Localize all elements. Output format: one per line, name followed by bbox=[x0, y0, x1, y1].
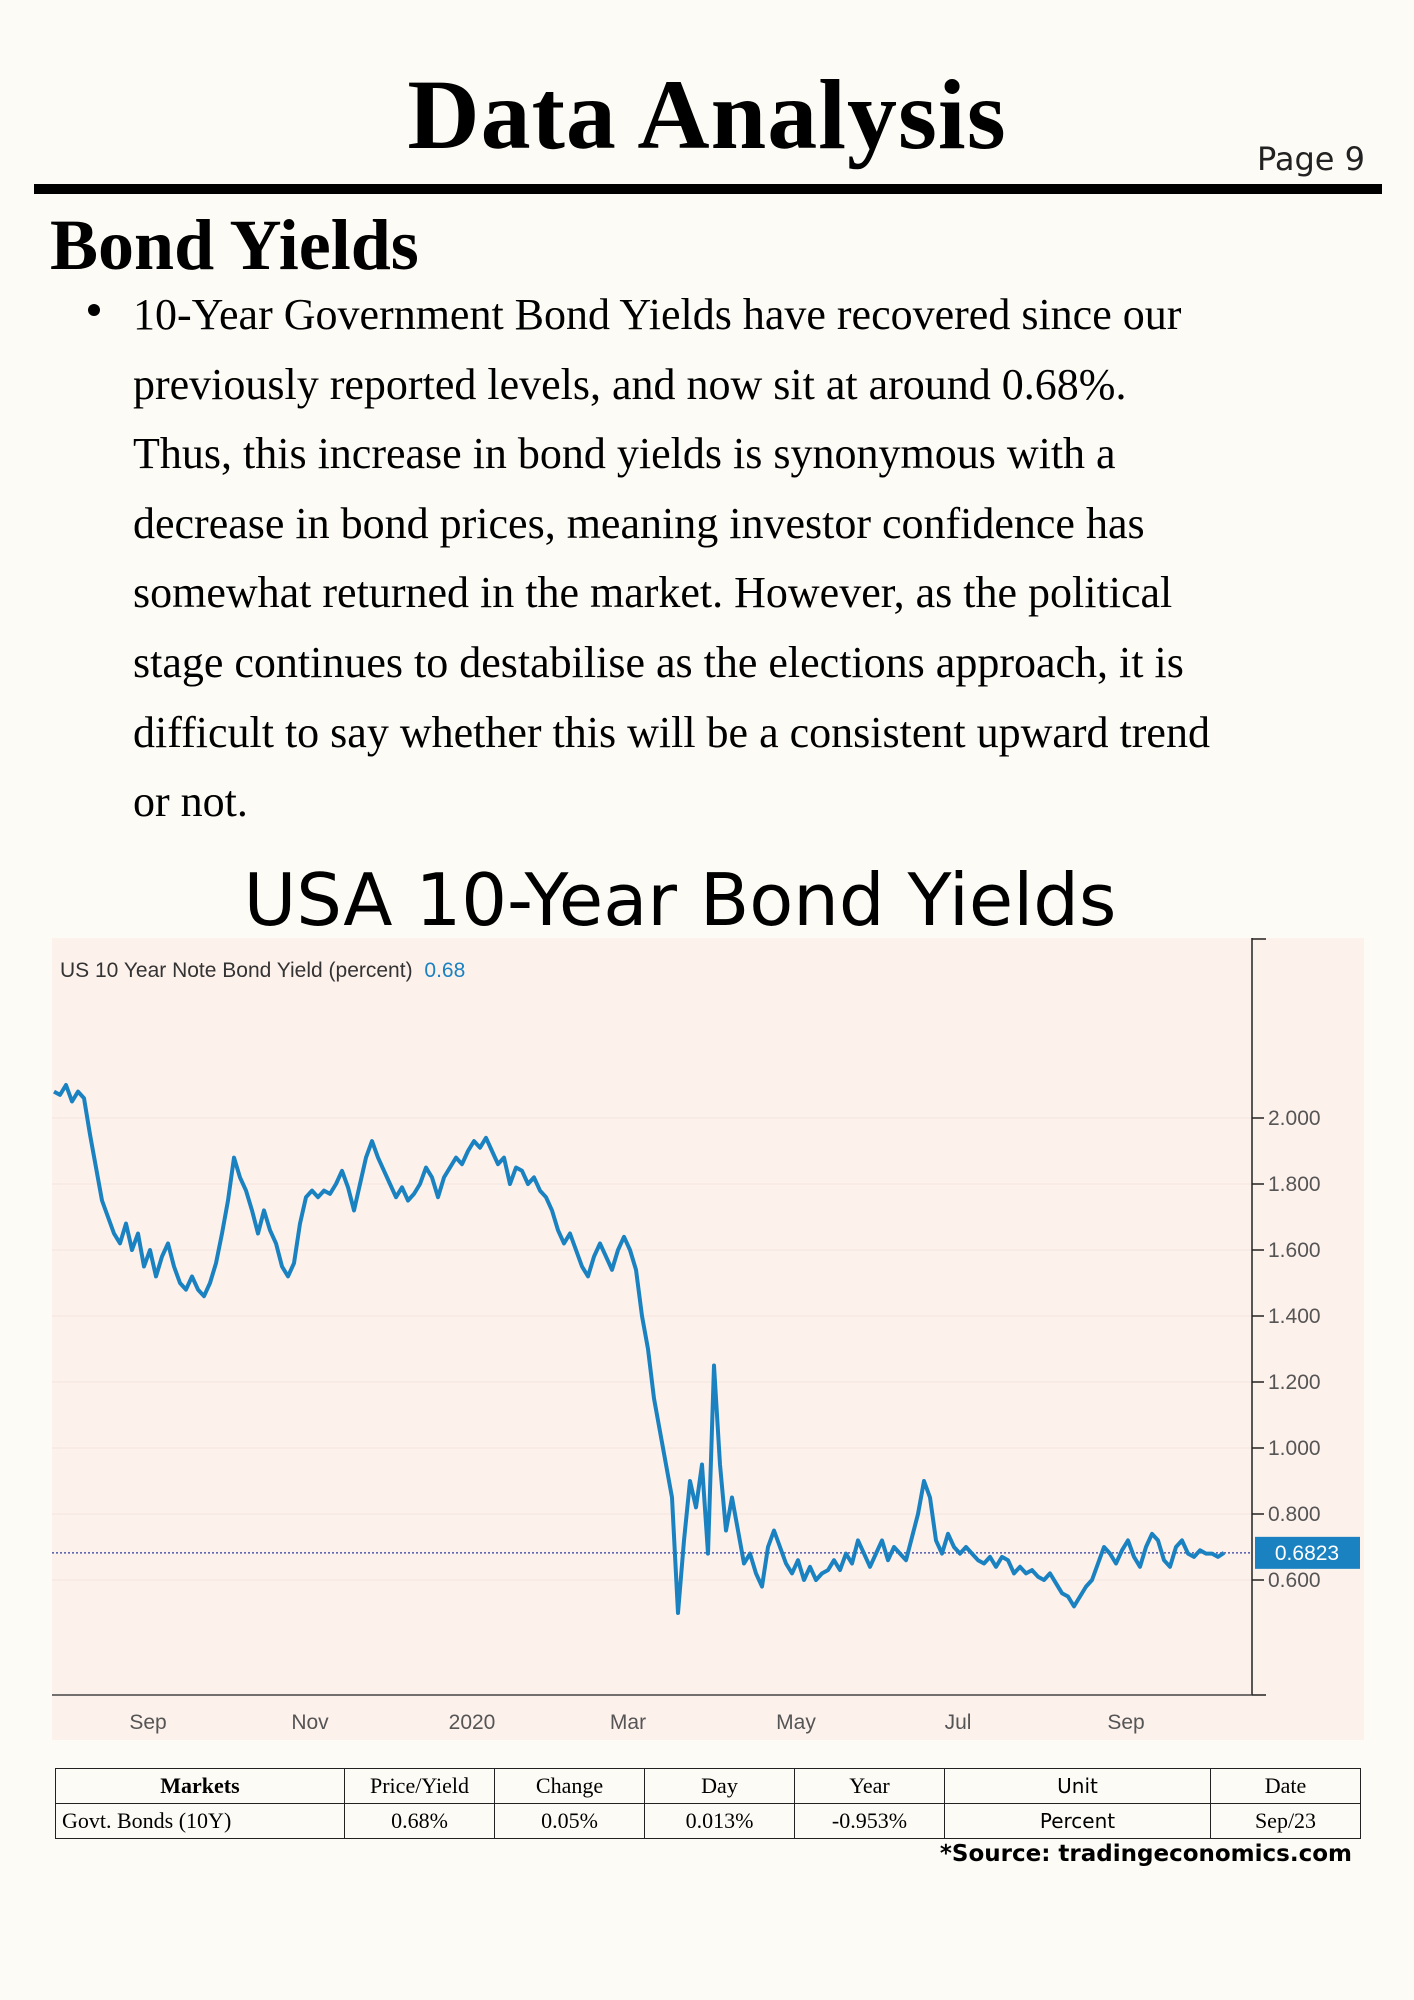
bond-yield-chart: 2.000 1.800 1.600 1.400 1.200 1.000 0.800 0.600… bbox=[52, 938, 1364, 1740]
table-header: Day bbox=[644, 1768, 795, 1804]
legend-label: US 10 Year Note Bond Yield (percent) 0.6… bbox=[60, 959, 465, 982]
markets-table: Markets Price/Yield Change Day Year Unit… bbox=[55, 1768, 1361, 1839]
x-tick-layer: Sep Nov 2020 Mar May Jul Sep bbox=[129, 1711, 1144, 1734]
table-cell: 0.05% bbox=[494, 1803, 645, 1839]
table-cell: 0.68% bbox=[344, 1803, 495, 1839]
table-header: Date bbox=[1210, 1768, 1361, 1804]
table-header: Unit bbox=[944, 1768, 1211, 1804]
table-cell: Percent bbox=[944, 1803, 1211, 1839]
chart-panel: 2.000 1.800 1.600 1.400 1.200 1.000 0.800 0.600… bbox=[52, 938, 1364, 1740]
page-number: Page 9 bbox=[1257, 140, 1365, 178]
table-cell: -0.953% bbox=[794, 1803, 945, 1839]
y-tick-label: 1.200 bbox=[1268, 1371, 1321, 1394]
bullet-icon bbox=[88, 304, 100, 316]
legend-current-value: 0.68 bbox=[424, 959, 465, 982]
y-tick-label: 1.400 bbox=[1268, 1305, 1321, 1328]
x-tick-label: May bbox=[776, 1711, 816, 1734]
y-tick-label: 1.000 bbox=[1268, 1437, 1321, 1460]
chart-title: USA 10-Year Bond Yields bbox=[243, 858, 1117, 942]
x-tick-label: 2020 bbox=[449, 1711, 496, 1734]
bullet-text: 10-Year Government Bond Yields have reco… bbox=[133, 290, 1210, 827]
table-cell: 0.013% bbox=[644, 1803, 795, 1839]
table-header-row: Markets Price/Yield Change Day Year Unit… bbox=[55, 1768, 1361, 1804]
y-tick-label: 1.600 bbox=[1268, 1239, 1321, 1262]
y-tick-label: 2.000 bbox=[1268, 1107, 1321, 1130]
section-heading: Bond Yields bbox=[50, 205, 419, 285]
x-tick-label: Jul bbox=[945, 1711, 972, 1734]
table-row: Govt. Bonds (10Y) 0.68% 0.05% 0.013% -0.… bbox=[55, 1803, 1361, 1839]
series-line bbox=[53, 1083, 1226, 1615]
source-note: *Source: tradingeconomics.com bbox=[939, 1841, 1352, 1867]
y-tick-label: 0.600 bbox=[1268, 1569, 1321, 1592]
table-header: Price/Yield bbox=[344, 1768, 495, 1804]
y-tick-label: 0.800 bbox=[1268, 1503, 1321, 1526]
chart-background bbox=[52, 938, 1364, 1740]
table-cell: Sep/23 bbox=[1210, 1803, 1361, 1839]
x-tick-label: Nov bbox=[291, 1711, 329, 1734]
x-tick-label: Sep bbox=[129, 1711, 166, 1734]
y-tick-layer: 2.000 1.800 1.600 1.400 1.200 1.000 0.800 0.600 bbox=[1252, 1107, 1321, 1592]
table-header: Year bbox=[794, 1768, 945, 1804]
y-tick-label: 1.800 bbox=[1268, 1173, 1321, 1196]
table-header: Change bbox=[494, 1768, 645, 1804]
current-value-badge: 0.6823 bbox=[1255, 1536, 1360, 1569]
current-value-label: 0.6823 bbox=[1275, 1542, 1339, 1565]
table-header: Markets bbox=[55, 1768, 345, 1804]
table-cell: Govt. Bonds (10Y) bbox=[55, 1803, 345, 1839]
legend-series-name: US 10 Year Note Bond Yield (percent) bbox=[60, 959, 413, 982]
page-title: Data Analysis bbox=[407, 59, 1007, 170]
x-tick-label: Mar bbox=[610, 1711, 646, 1734]
x-tick-label: Sep bbox=[1107, 1711, 1144, 1734]
current-value-badge-box bbox=[1255, 1536, 1360, 1569]
header-rule bbox=[34, 184, 1382, 194]
